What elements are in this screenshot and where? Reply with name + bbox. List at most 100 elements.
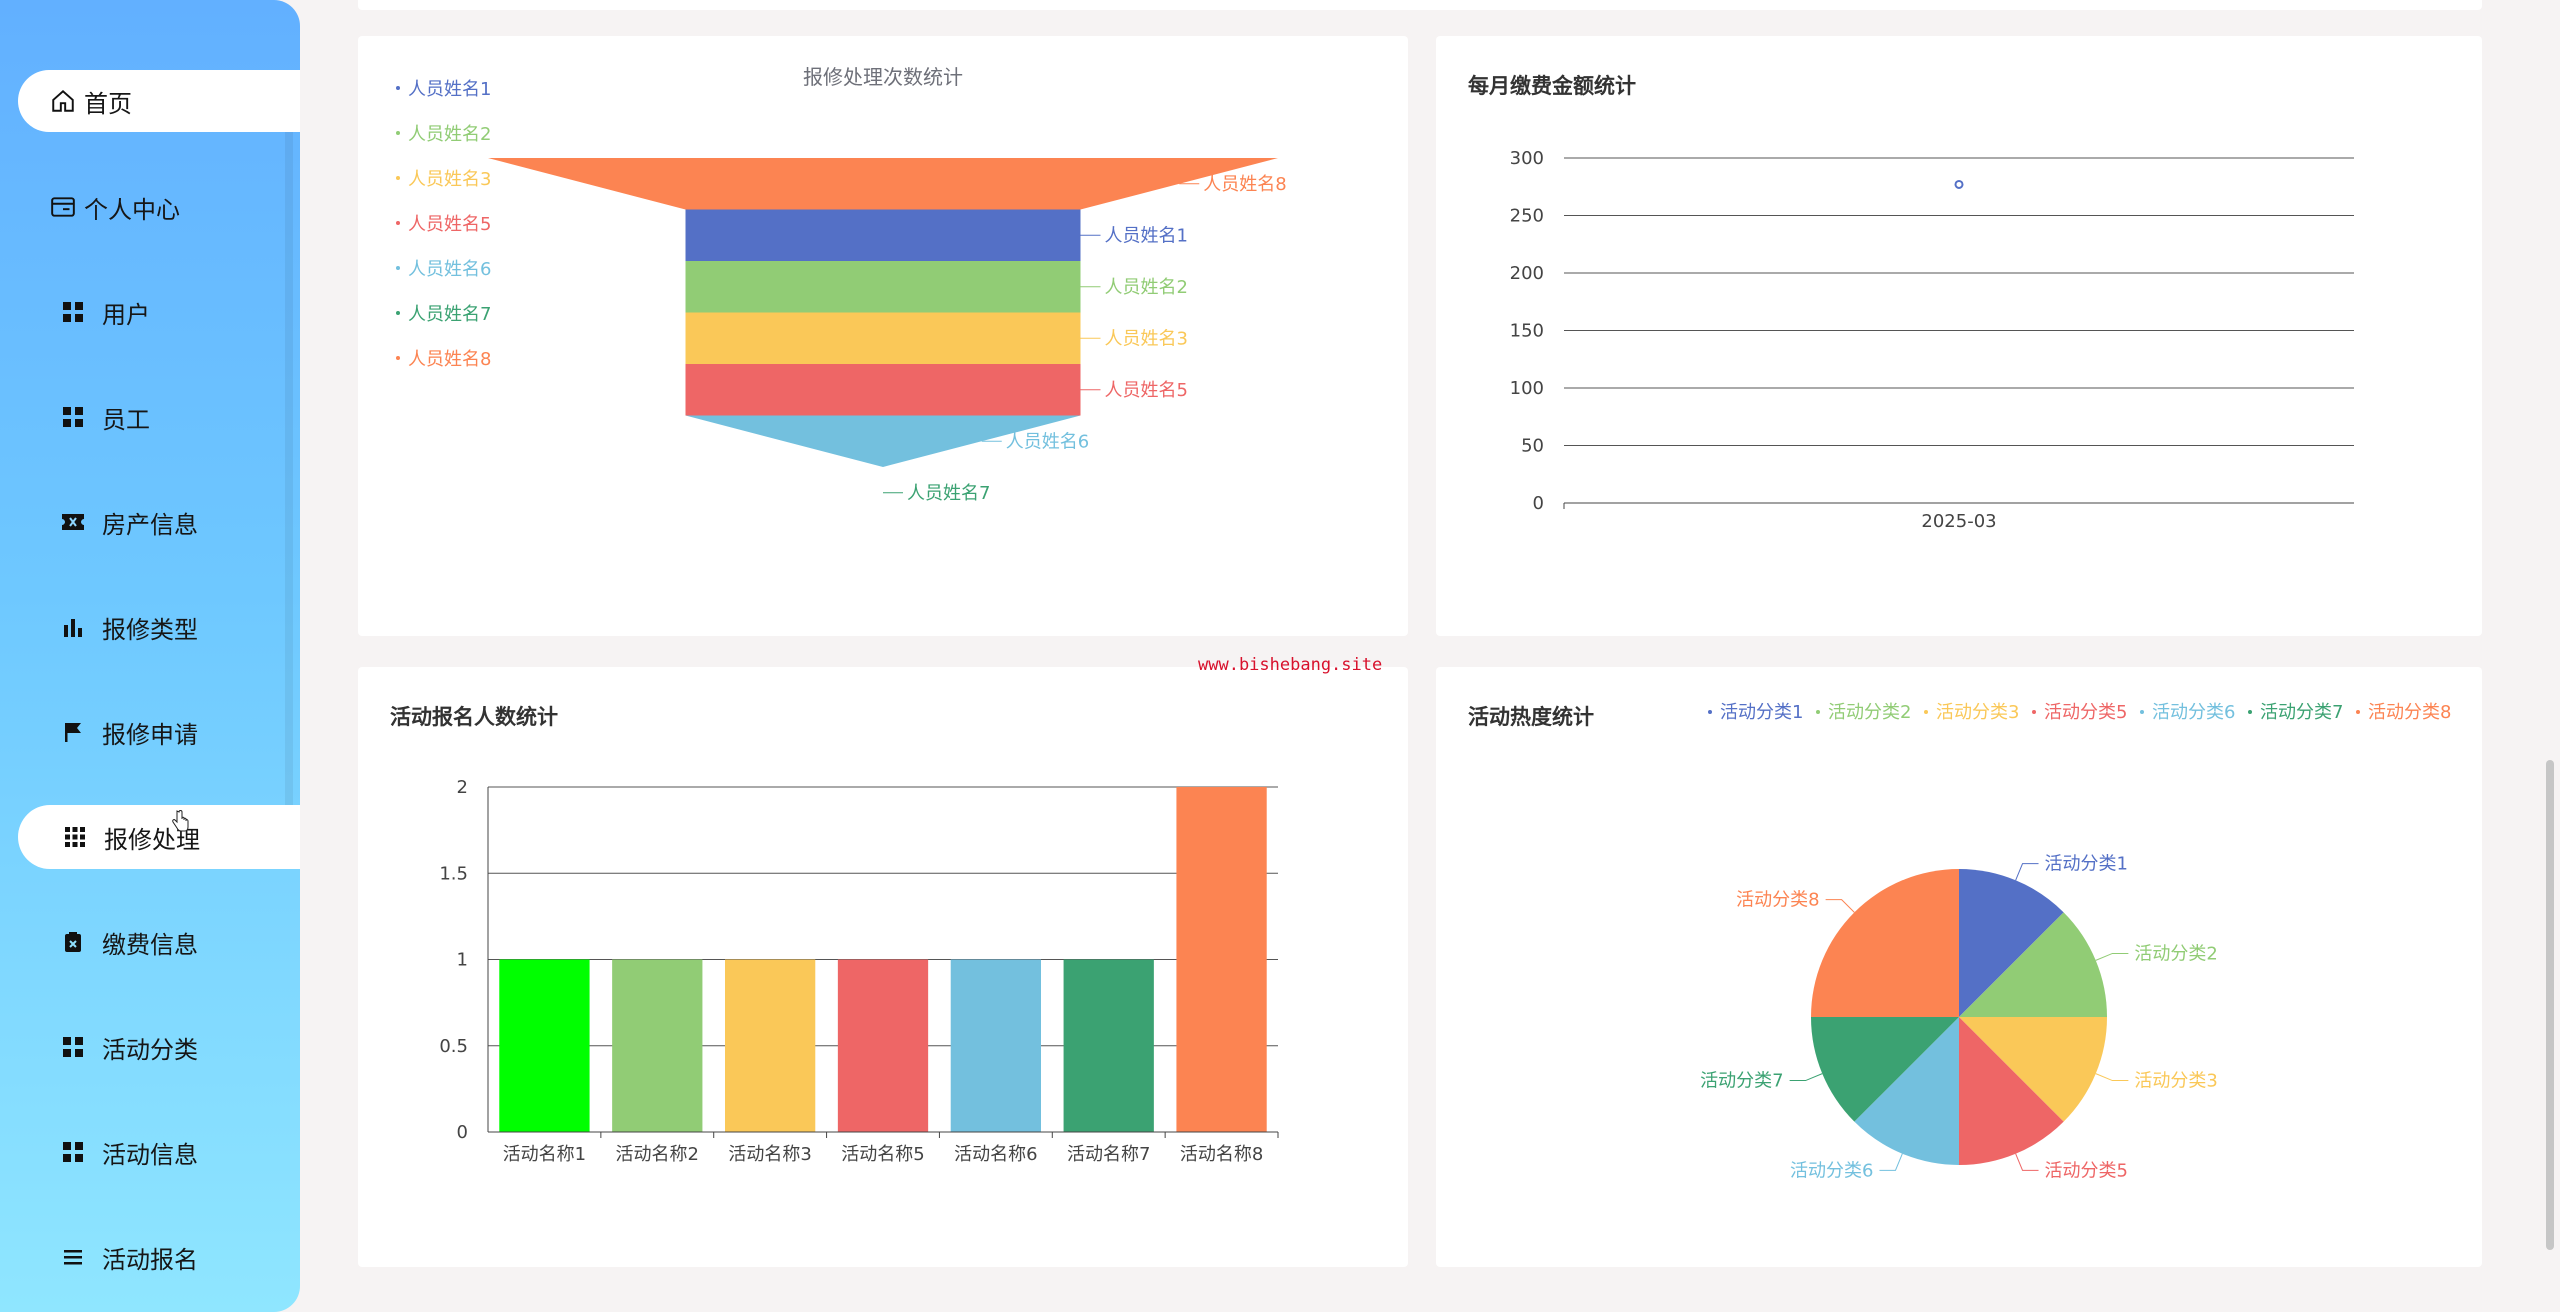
legend-label[interactable]: 活动分类5 xyxy=(2044,702,2127,723)
bar[interactable] xyxy=(837,959,929,1133)
legend-marker[interactable] xyxy=(396,266,400,270)
payment-chart-panel: 每月缴费金额统计 300 250 200 150 100 50 0 2025-03 xyxy=(1436,36,2482,636)
funnel-layer[interactable] xyxy=(685,261,1081,313)
sidebar-item[interactable]: 用户 xyxy=(0,280,300,344)
pie-slice[interactable] xyxy=(1959,1017,2064,1165)
bar[interactable] xyxy=(1176,787,1267,1132)
legend-label[interactable]: 人员姓名3 xyxy=(408,169,491,190)
legend-marker[interactable] xyxy=(2356,710,2360,714)
pie-label: 活动分类6 xyxy=(1790,1160,1873,1181)
sidebar-item[interactable]: 房产信息 xyxy=(0,490,300,554)
y-tick-label: 250 xyxy=(1510,206,1544,227)
legend-marker[interactable] xyxy=(2248,710,2252,714)
y-tick-label: 0.5 xyxy=(439,1036,468,1057)
legend-label[interactable]: 人员姓名7 xyxy=(408,304,491,325)
heat-chart-panel: 活动热度统计 活动分类1 活动分类2 活动分类3 活动分类5 活动分类6 活动分类7 活动分… xyxy=(1436,667,2482,1267)
sidebar-item-label: 个人中心 xyxy=(84,195,180,224)
legend-label[interactable]: 人员姓名2 xyxy=(408,124,491,145)
pie-slice[interactable] xyxy=(1959,912,2107,1017)
pie-slice[interactable] xyxy=(1959,1017,2107,1122)
legend-marker[interactable] xyxy=(396,356,400,360)
funnel-layer[interactable] xyxy=(488,158,1278,210)
grid-3x3-icon xyxy=(60,822,90,852)
funnel-layer[interactable] xyxy=(685,364,1081,416)
data-point[interactable] xyxy=(1954,179,1964,189)
legend-marker[interactable] xyxy=(1708,710,1712,714)
pie-label: 活动分类1 xyxy=(2045,854,2128,875)
funnel-layer[interactable] xyxy=(685,415,1081,468)
pie-slice[interactable] xyxy=(1811,869,1959,1017)
sidebar-item-label: 报修申请 xyxy=(102,720,198,749)
legend-label[interactable]: 活动分类1 xyxy=(1720,702,1803,723)
sidebar-item[interactable]: 缴费信息 xyxy=(0,910,300,974)
legend-marker[interactable] xyxy=(396,176,400,180)
sidebar-item[interactable]: 活动报名 xyxy=(0,1225,300,1289)
list-icon xyxy=(58,1242,88,1272)
legend-marker[interactable] xyxy=(1924,710,1928,714)
ticket-icon xyxy=(58,507,88,537)
y-tick-label: 0 xyxy=(1533,493,1544,514)
pie-label-line xyxy=(1879,1153,1903,1171)
x-tick-label: 2025-03 xyxy=(1921,511,1996,532)
funnel-layer[interactable] xyxy=(685,312,1081,365)
y-tick-label: 200 xyxy=(1510,263,1544,284)
legend-marker[interactable] xyxy=(396,86,400,90)
sidebar-item[interactable]: 首页 xyxy=(18,70,300,132)
legend-label[interactable]: 活动分类8 xyxy=(2368,702,2451,723)
legend-marker[interactable] xyxy=(2032,710,2036,714)
legend-label[interactable]: 人员姓名8 xyxy=(408,349,491,370)
pie-slice[interactable] xyxy=(1854,1017,1959,1165)
legend-label[interactable]: 活动分类3 xyxy=(1936,702,2019,723)
legend-label[interactable]: 人员姓名1 xyxy=(408,79,491,100)
panel-title: 每月缴费金额统计 xyxy=(1468,74,1636,98)
sidebar-item[interactable]: 活动信息 xyxy=(0,1120,300,1184)
bar[interactable] xyxy=(725,959,816,1133)
bar[interactable] xyxy=(612,959,703,1133)
sidebar-item[interactable]: 报修处理 xyxy=(18,805,300,869)
legend-marker[interactable] xyxy=(396,221,400,225)
flag-icon xyxy=(58,717,88,747)
y-tick-label: 100 xyxy=(1510,378,1544,399)
legend-marker[interactable] xyxy=(396,131,400,135)
legend-label[interactable]: 人员姓名6 xyxy=(408,259,491,280)
funnel-layer[interactable] xyxy=(685,209,1081,262)
page-scrollbar[interactable] xyxy=(2546,760,2554,1250)
pie-slice[interactable] xyxy=(1959,869,2064,1017)
sidebar-item-label: 房产信息 xyxy=(102,510,198,539)
legend-label[interactable]: 活动分类2 xyxy=(1828,702,1911,723)
sidebar-item[interactable]: 个人中心 xyxy=(0,175,300,239)
funnel-label: 人员姓名3 xyxy=(1105,328,1188,349)
sidebar-item[interactable]: 活动分类 xyxy=(0,1015,300,1079)
signup-bar-chart: 2 1.5 1 0.5 0 活动名称1 活动名称2 活动名称3 活动名称5 活动名称6 活动名称7 活… xyxy=(439,777,1279,1165)
sidebar-scrollbar[interactable] xyxy=(285,100,293,820)
pie-label: 活动分类7 xyxy=(1700,1071,1783,1092)
y-tick-label: 0 xyxy=(457,1122,468,1143)
funnel-label: 人员姓名6 xyxy=(1006,431,1089,452)
y-tick-label: 150 xyxy=(1510,321,1544,342)
payment-chart: 300 250 200 150 100 50 0 2025-03 xyxy=(1510,148,2354,532)
sidebar-item-label: 缴费信息 xyxy=(102,930,198,959)
sidebar-item-label: 用户 xyxy=(102,300,150,329)
sidebar-item[interactable]: 员工 xyxy=(0,385,300,449)
home-icon xyxy=(48,86,78,116)
id-card-icon xyxy=(48,192,78,222)
x-tick-label: 活动名称8 xyxy=(1180,1144,1263,1165)
sidebar-item-label: 报修类型 xyxy=(102,615,198,644)
legend-label[interactable]: 活动分类7 xyxy=(2260,702,2343,723)
legend-label[interactable]: 人员姓名5 xyxy=(408,214,491,235)
sidebar-item[interactable]: 报修申请 xyxy=(0,700,300,764)
legend-marker[interactable] xyxy=(2140,710,2144,714)
sidebar-item[interactable]: 报修类型 xyxy=(0,595,300,659)
legend-label[interactable]: 活动分类6 xyxy=(2152,702,2235,723)
bar[interactable] xyxy=(1063,959,1154,1133)
legend-marker[interactable] xyxy=(1816,710,1820,714)
top-panel-edge xyxy=(358,0,2482,10)
grid-icon xyxy=(58,297,88,327)
bar[interactable] xyxy=(950,959,1041,1133)
funnel-label: 人员姓名5 xyxy=(1105,380,1188,401)
legend-marker[interactable] xyxy=(396,311,400,315)
sidebar-item-label: 活动报名 xyxy=(102,1245,198,1274)
bar[interactable] xyxy=(499,959,590,1133)
pie-slice[interactable] xyxy=(1811,1017,1959,1122)
